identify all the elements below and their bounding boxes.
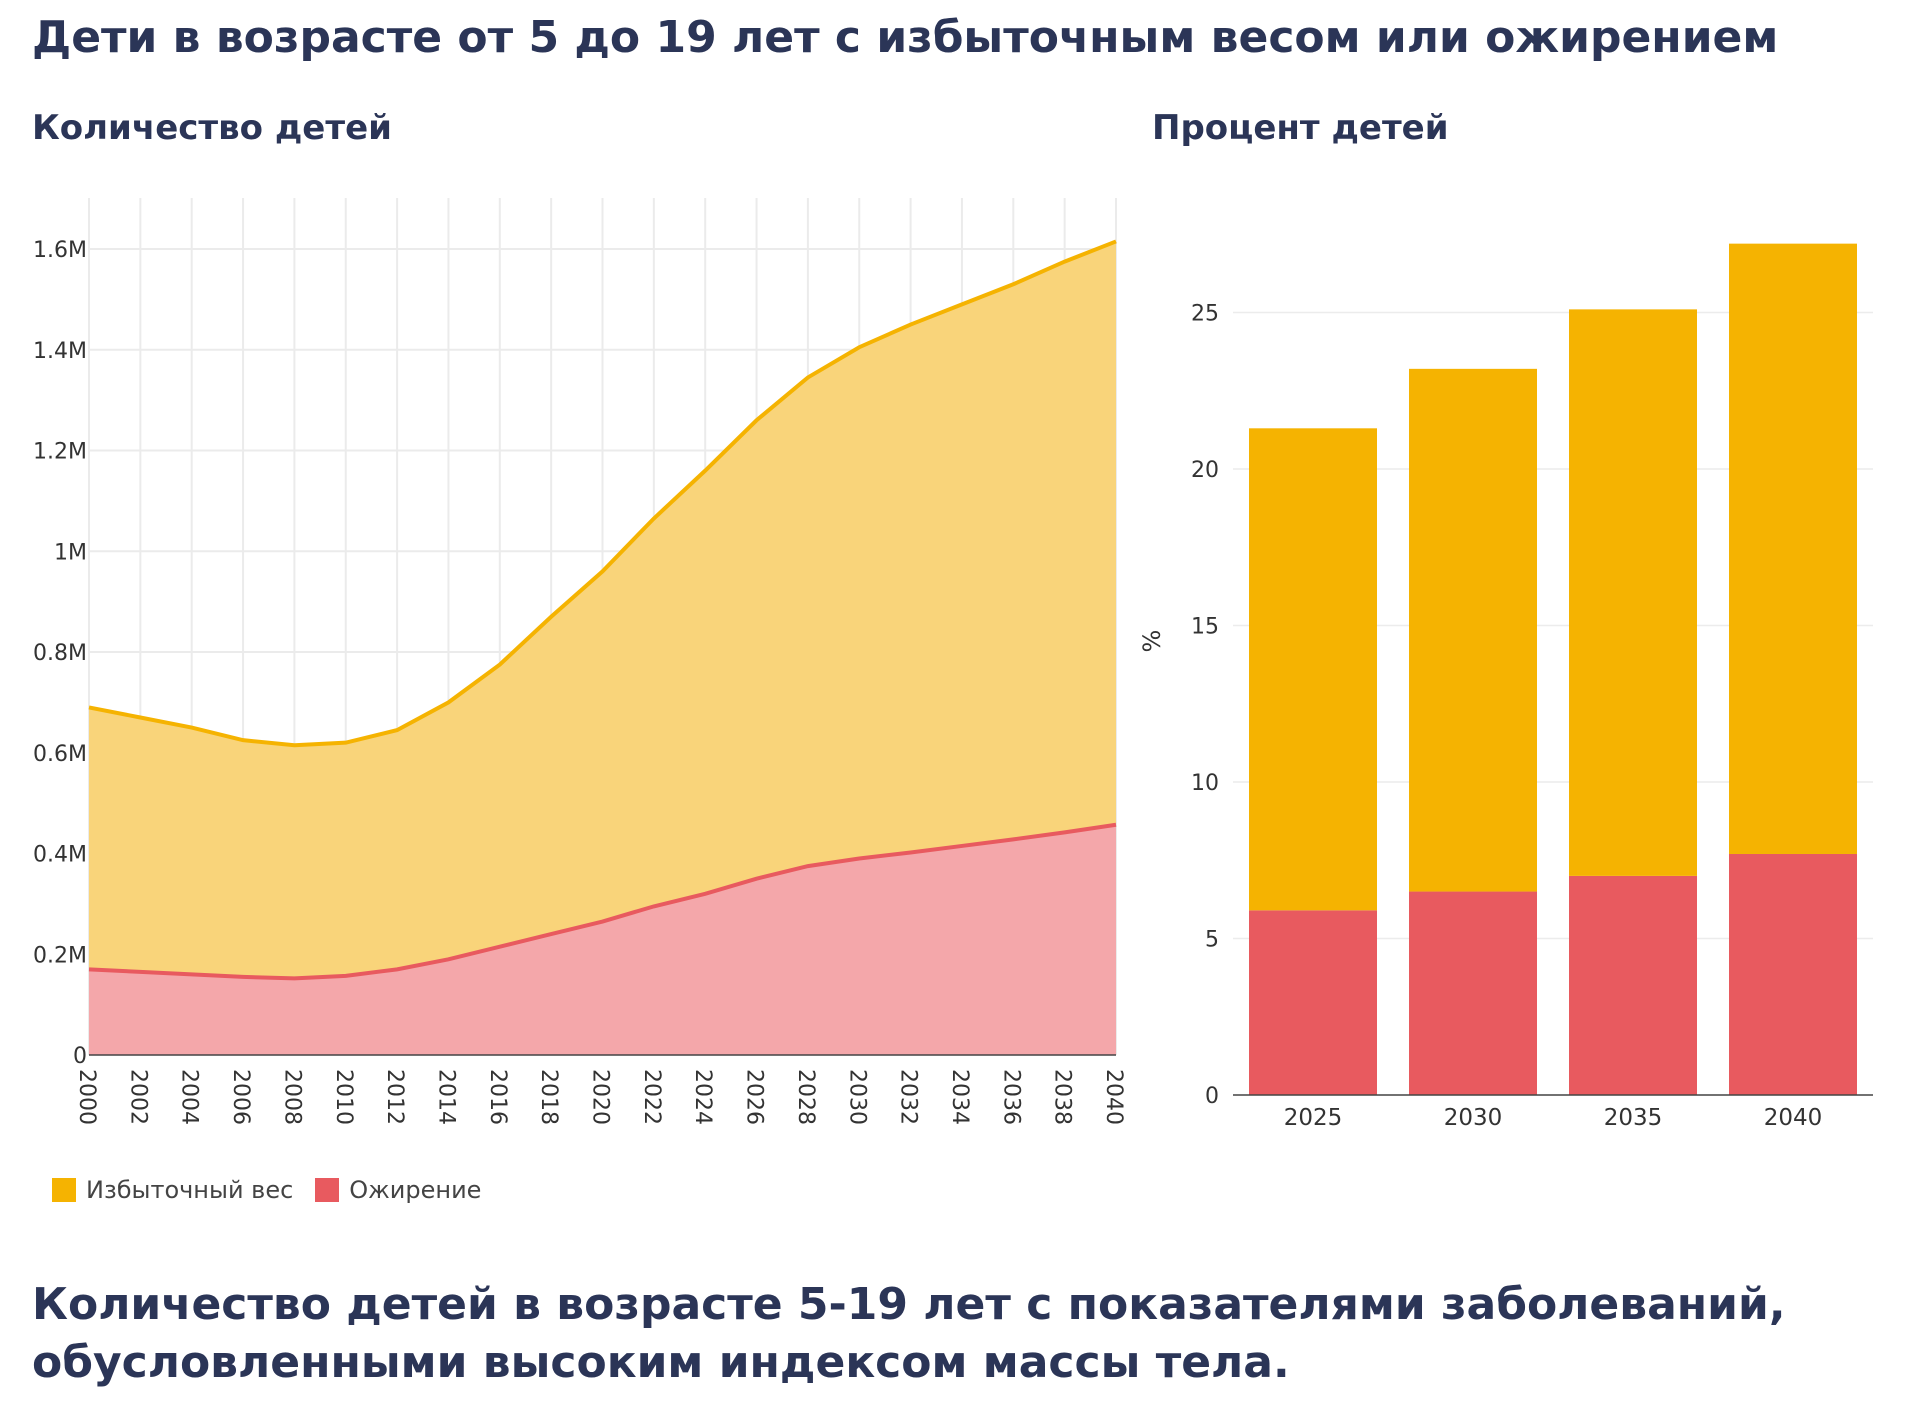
legend-label: Ожирение: [349, 1176, 482, 1204]
bar-overweight: [1409, 368, 1537, 892]
legend: Избыточный вес Ожирение: [52, 1176, 503, 1204]
bar-obesity: [1729, 853, 1857, 1095]
x-tick-label: 2006: [228, 1069, 253, 1125]
x-tick-label: 2025: [1284, 1105, 1343, 1131]
x-tick-label: 2030: [1444, 1105, 1503, 1131]
y-tick-label: 1.4M: [33, 339, 87, 364]
x-tick-label: 2022: [639, 1069, 664, 1125]
area-chart: 2000 2002 2004 2006 2008 2010 2012 2014 2016 2018…: [33, 198, 1126, 1125]
x-tick-label: 2038: [1050, 1069, 1075, 1125]
y-axis-label: %: [1140, 630, 1166, 653]
x-tick-label: 2014: [433, 1069, 458, 1125]
page-title: Дети в возрасте от 5 до 19 лет с избыточ…: [32, 12, 1779, 63]
x-tick-label: 2030: [844, 1069, 869, 1125]
x-tick-label: 2012: [382, 1069, 407, 1125]
x-tick-label: 2004: [177, 1069, 202, 1125]
y-tick-label: 1.2M: [33, 440, 87, 465]
section-heading: Количество детей в возрасте 5-19 лет с п…: [32, 1279, 1786, 1388]
y-tick-label: 0.8M: [33, 641, 87, 666]
y-tick-label: 0.6M: [33, 742, 87, 767]
bar-obesity: [1409, 891, 1537, 1095]
x-tick-label: 2036: [998, 1069, 1023, 1125]
x-tick-label: 2040: [1764, 1105, 1823, 1131]
y-tick-label: 25: [1191, 302, 1219, 327]
y-tick-label: 5: [1205, 928, 1219, 953]
legend-item-overweight[interactable]: Избыточный вес: [52, 1176, 293, 1204]
x-tick-label: 2016: [485, 1069, 510, 1125]
x-tick-label: 2024: [690, 1069, 715, 1125]
y-tick-label: 0.4M: [33, 843, 87, 868]
x-tick-label: 2035: [1604, 1105, 1663, 1131]
bar-overweight: [1729, 243, 1857, 854]
y-tick-label: 1.6M: [33, 238, 87, 263]
y-tick-label: 0: [1205, 1084, 1219, 1109]
left-chart-title: Количество детей: [32, 108, 392, 148]
x-tick-label: 2028: [793, 1069, 818, 1125]
x-tick-label: 2008: [279, 1069, 304, 1125]
y-tick-label: 0.2M: [33, 943, 87, 968]
x-tick-label: 2000: [74, 1069, 99, 1125]
right-chart-title: Процент детей: [1152, 108, 1449, 148]
x-tick-label: 2018: [536, 1069, 561, 1125]
y-tick-label: 1M: [54, 540, 87, 565]
x-tick-label: 2020: [588, 1069, 613, 1125]
legend-label: Избыточный вес: [86, 1176, 294, 1204]
legend-swatch-overweight: [52, 1178, 76, 1202]
legend-item-obesity[interactable]: Ожирение: [315, 1176, 481, 1204]
obesity-area: [89, 824, 1116, 1055]
x-tick-label: 2026: [742, 1069, 767, 1125]
bar-overweight: [1249, 428, 1377, 911]
bar-overweight: [1569, 309, 1697, 876]
obesity-line: [88, 822, 1117, 981]
y-tick-label: 15: [1191, 615, 1219, 640]
x-tick-label: 2040: [1101, 1069, 1126, 1125]
x-tick-label: 2010: [331, 1069, 356, 1125]
x-tick-label: 2032: [896, 1069, 921, 1125]
bar-obesity: [1569, 875, 1697, 1095]
x-tick-label: 2002: [125, 1069, 150, 1125]
overweight-line: [88, 239, 1117, 748]
y-tick-label: 10: [1191, 771, 1219, 796]
y-tick-label: 20: [1191, 458, 1219, 483]
bar-obesity: [1249, 910, 1377, 1095]
y-tick-label: 0: [73, 1044, 87, 1069]
x-tick-label: 2034: [947, 1069, 972, 1125]
overweight-area: [89, 241, 1116, 979]
legend-swatch-obesity: [315, 1178, 340, 1202]
